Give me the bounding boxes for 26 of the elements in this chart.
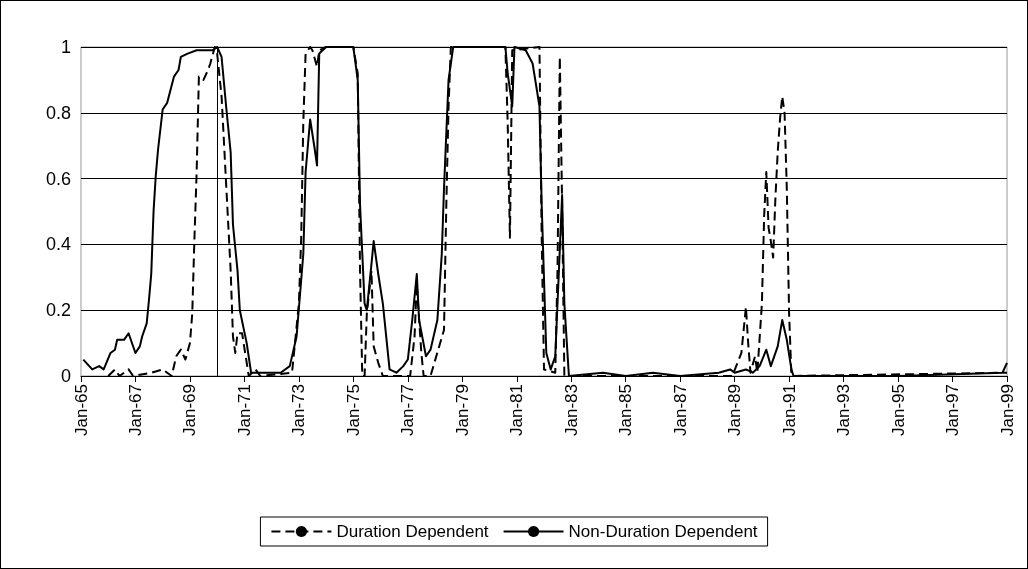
x-tick-label: Jan-85	[616, 384, 636, 436]
x-tick-label: Jan-99	[997, 384, 1017, 436]
x-tick-label: Jan-75	[343, 384, 363, 436]
x-tick-label: Jan-95	[888, 384, 908, 436]
x-tick-label: Jan-81	[507, 384, 527, 436]
x-tick-label: Jan-71	[234, 384, 254, 436]
y-tick-label: 1	[60, 37, 71, 57]
y-tick-label: 0.4	[45, 234, 71, 255]
x-tick-label: Jan-73	[289, 384, 309, 436]
y-tick-label: 0	[60, 366, 71, 386]
x-tick-label: Jan-67	[125, 384, 145, 436]
y-tick-label: 0.2	[45, 300, 71, 321]
x-tick-label: Jan-79	[452, 384, 472, 436]
x-tick-label: Jan-69	[180, 384, 200, 436]
x-tick-label: Jan-87	[670, 384, 690, 436]
x-tick-label: Jan-89	[725, 384, 745, 436]
legend-label: Non-Duration Dependent	[568, 522, 758, 541]
y-tick-label: 0.8	[45, 102, 71, 123]
y-tick-label: 0.6	[45, 168, 71, 189]
x-tick-label: Jan-65	[71, 384, 91, 436]
x-tick-label: Jan-97	[943, 384, 963, 436]
x-tick-label: Jan-77	[398, 384, 418, 436]
x-tick-label: Jan-83	[561, 384, 581, 436]
x-tick-label: Jan-93	[834, 384, 854, 436]
x-tick-label: Jan-91	[779, 384, 799, 436]
legend-label: Duration Dependent	[336, 522, 489, 541]
